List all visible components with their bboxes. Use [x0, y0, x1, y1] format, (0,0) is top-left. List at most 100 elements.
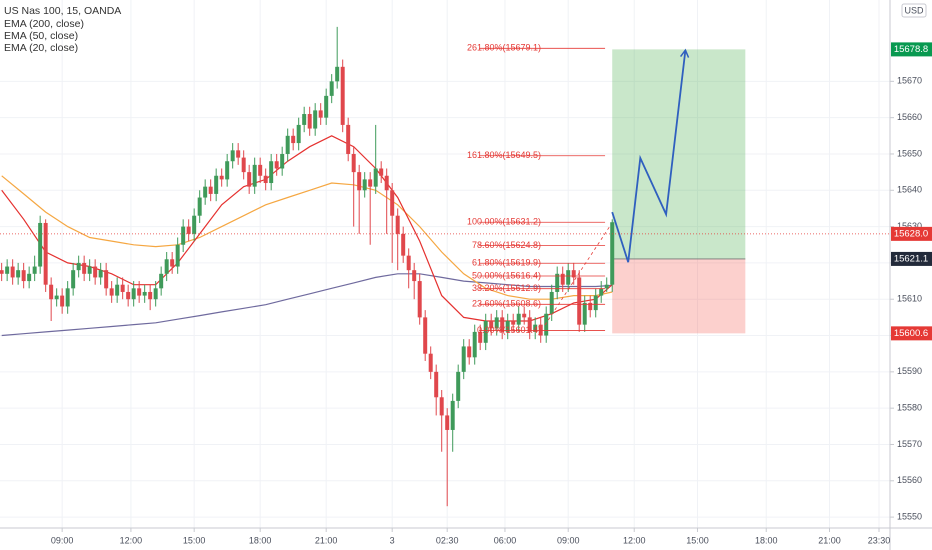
- candle-body: [318, 110, 323, 118]
- candle-body: [593, 295, 598, 311]
- candle-body: [571, 270, 576, 278]
- candle-body: [489, 321, 494, 329]
- candle-body: [329, 81, 334, 96]
- candle-body: [467, 346, 472, 358]
- candle-body: [120, 284, 125, 292]
- candle-body: [599, 288, 604, 296]
- candle-body: [181, 226, 186, 245]
- legend-entry: EMA (20, close): [4, 42, 78, 54]
- candle-body: [549, 291, 554, 314]
- candle-body: [192, 215, 197, 234]
- candle-body: [527, 317, 532, 332]
- x-tick-label: 21:00: [315, 535, 338, 545]
- candle-body: [32, 266, 37, 274]
- candle-body: [258, 164, 263, 176]
- candle-body: [439, 397, 444, 416]
- candle-body: [5, 266, 10, 274]
- fib-label: 261.80%(15679.1): [467, 43, 541, 53]
- x-tick-label: 23:30: [868, 535, 891, 545]
- candle-body: [362, 179, 367, 191]
- target-zone: [612, 49, 746, 259]
- legend-entry: EMA (50, close): [4, 30, 78, 42]
- x-tick-label: 18:00: [755, 535, 778, 545]
- price-label: 15600.6: [894, 328, 928, 339]
- y-tick-label: 15570: [897, 439, 922, 449]
- x-tick-label: 15:00: [686, 535, 709, 545]
- price-label-box: [891, 251, 932, 266]
- price-label-box: [891, 42, 932, 57]
- candle-body: [324, 95, 329, 118]
- candle-body: [87, 266, 92, 274]
- candle-body: [170, 259, 175, 267]
- candle-body: [544, 313, 549, 336]
- candle-body: [280, 153, 285, 169]
- candle-body: [225, 161, 230, 180]
- candle-body: [236, 150, 241, 158]
- candle-body: [417, 281, 422, 318]
- candle-body: [252, 164, 257, 187]
- candle-body: [456, 371, 461, 401]
- candle-body: [263, 175, 268, 184]
- candle-body: [43, 222, 48, 285]
- candle-body: [269, 161, 274, 184]
- fib-label: 23.60%(15608.6): [472, 299, 541, 309]
- candle-body: [494, 317, 499, 329]
- y-tick-label: 15580: [897, 403, 922, 413]
- candle-body: [401, 233, 406, 256]
- candle-body: [208, 186, 213, 194]
- fib-label: 100.00%(15631.2): [467, 217, 541, 227]
- candle-body: [0, 270, 4, 274]
- candle-body: [126, 291, 131, 300]
- x-tick-label: 09:00: [557, 535, 580, 545]
- candle-body: [230, 150, 235, 162]
- candle-body: [115, 284, 120, 296]
- candle-body: [610, 222, 615, 285]
- candle-body: [357, 172, 362, 191]
- candle-body: [472, 331, 477, 358]
- price-label: 15621.1: [894, 253, 928, 264]
- candle-body: [76, 262, 81, 271]
- x-tick-label: 02:30: [436, 535, 459, 545]
- stop-zone: [612, 258, 746, 334]
- projection-path: [611, 48, 690, 263]
- candle-body: [351, 153, 356, 173]
- candle-body: [390, 190, 395, 216]
- x-tick-label: 15:00: [183, 535, 206, 545]
- price-label-box: [891, 326, 932, 341]
- candle-body: [461, 346, 466, 372]
- fib-label: 78.60%(15624.8): [472, 240, 541, 250]
- candle-body: [555, 273, 560, 292]
- candle-body: [247, 172, 252, 187]
- currency-box[interactable]: [901, 3, 927, 18]
- x-tick-label: 12:00: [623, 535, 646, 545]
- price-axis: [890, 0, 932, 550]
- candle-body: [104, 270, 109, 289]
- candle-body: [203, 186, 208, 198]
- chart-title: US Nas 100, 15, OANDA: [4, 5, 121, 17]
- candle-body: [219, 175, 224, 180]
- candle-body: [516, 313, 521, 325]
- candle-body: [38, 222, 43, 267]
- candle-body: [582, 302, 587, 325]
- candle-body: [291, 135, 296, 144]
- price-label: 15628.0: [894, 228, 928, 239]
- candle-body: [566, 270, 571, 285]
- y-tick-label: 15590: [897, 366, 922, 376]
- fib-label: 38.20%(15612.9): [472, 283, 541, 293]
- y-tick-label: 15640: [897, 185, 922, 195]
- candle-body: [368, 179, 373, 187]
- candle-body: [93, 266, 98, 278]
- candle-body: [54, 295, 59, 300]
- y-tick-label: 15650: [897, 148, 922, 158]
- candle-body: [98, 270, 103, 278]
- candle-body: [478, 331, 483, 343]
- currency: USD: [904, 5, 924, 15]
- candle-body: [49, 284, 54, 300]
- candle-body: [423, 317, 428, 354]
- candle-body: [131, 288, 136, 300]
- x-tick-label: 06:00: [494, 535, 517, 545]
- candle-body: [142, 291, 147, 296]
- candle-body: [445, 415, 450, 430]
- time-axis: [0, 528, 932, 550]
- ema-line: [1, 175, 613, 300]
